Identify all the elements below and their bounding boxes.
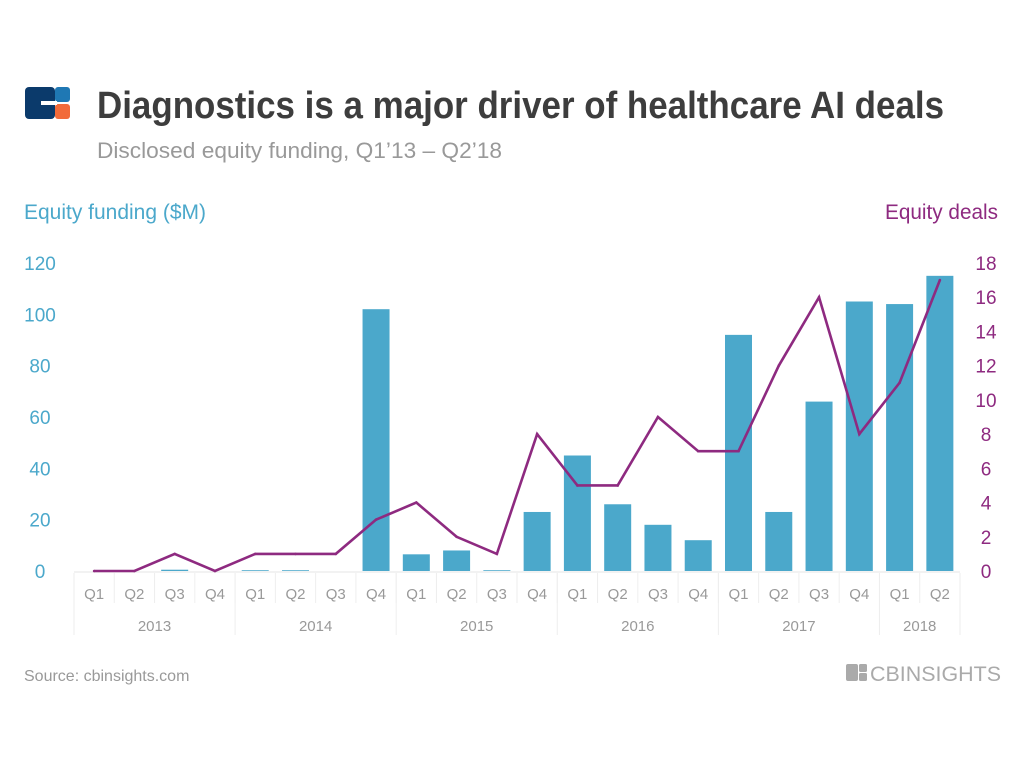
quarter-tick-label: Q1 [84, 586, 104, 603]
right-tick-label: 4 [981, 494, 992, 515]
right-tick-label: 12 [975, 357, 996, 378]
quarter-tick-label: Q1 [406, 586, 426, 603]
funding-bar [926, 275, 954, 571]
logo-text: CBINSIGHTS [870, 663, 1001, 686]
deals-point [817, 295, 821, 299]
quarter-tick-label: Q4 [205, 586, 225, 603]
funding-bar [765, 511, 793, 571]
deals-point [616, 484, 619, 487]
right-tick-label: 14 [975, 322, 997, 343]
quarter-tick-label: Q4 [366, 586, 386, 603]
quarter-tick-label: Q4 [688, 586, 708, 603]
deals-line-path [94, 279, 942, 573]
deals-point [495, 552, 499, 556]
left-axis-label: Equity funding ($M) [24, 201, 206, 224]
funding-bar [845, 301, 873, 571]
funding-bar [282, 570, 309, 571]
deals-point [294, 552, 297, 556]
axes: 0 20 40 60 80 100 120 0 2 4 6 8 10 12 14 16 18 Q1 Q2 Q3 Q4 Q1… [24, 254, 997, 635]
year-tick-label: 2016 [621, 618, 654, 635]
quarter-tick-label: Q1 [728, 586, 748, 603]
deals-point [213, 569, 217, 573]
quarter-tick-label: Q2 [124, 586, 144, 603]
quarter-tick-label: Q4 [527, 586, 547, 603]
left-tick-label: 0 [35, 562, 46, 583]
quarter-tick-label: Q1 [890, 586, 910, 603]
deals-point [576, 484, 579, 487]
deals-point [898, 381, 901, 385]
right-tick-label: 6 [981, 459, 992, 480]
quarter-tick-label: Q1 [567, 586, 587, 603]
deals-point [455, 535, 458, 539]
year-tick-label: 2014 [299, 618, 332, 635]
right-axis-label: Equity deals [885, 201, 998, 224]
funding-bar [241, 570, 269, 571]
left-tick-label: 80 [29, 357, 50, 378]
year-tick-label: 2013 [138, 618, 171, 635]
deals-point [696, 449, 700, 453]
quarter-tick-label: Q2 [769, 586, 789, 603]
quarter-tick-label: Q1 [245, 586, 265, 603]
year-tick-label: 2018 [903, 618, 936, 635]
deals-point [415, 501, 418, 504]
quarter-tick-label: Q3 [648, 586, 668, 603]
funding-bar [523, 511, 551, 571]
funding-bar [886, 304, 914, 571]
funding-bar [805, 401, 833, 571]
deals-point [253, 552, 257, 556]
deals-point [858, 432, 861, 436]
quarter-tick-label: Q2 [285, 586, 305, 603]
year-tick-label: 2015 [460, 618, 493, 635]
deals-point [938, 278, 942, 282]
funding-bar [725, 334, 752, 571]
cb-insights-logo: CBINSIGHTS [846, 663, 1001, 686]
cb-logo-mark [25, 87, 70, 119]
right-tick-label: 2 [981, 528, 992, 549]
deals-point [777, 364, 781, 367]
quarter-tick-label: Q2 [608, 586, 628, 603]
funding-bar [604, 504, 632, 571]
left-tick-label: 20 [29, 511, 50, 532]
funding-bar [483, 570, 511, 571]
funding-bar [644, 524, 672, 571]
deals-point [535, 432, 539, 436]
quarter-tick-label: Q3 [487, 586, 507, 603]
deals-point [374, 518, 378, 521]
bars [161, 275, 954, 571]
right-tick-label: 0 [981, 562, 992, 583]
source-text: Source: cbinsights.com [24, 668, 189, 685]
chart-title: Diagnostics is a major driver of healthc… [97, 85, 944, 127]
funding-bar [362, 309, 390, 571]
deals-point [92, 569, 96, 573]
funding-bar [402, 554, 430, 571]
left-tick-label: 40 [29, 459, 50, 480]
chart-subtitle: Disclosed equity funding, Q1’13 – Q2’18 [97, 138, 502, 163]
funding-bar [443, 550, 471, 571]
deals-point [173, 552, 176, 556]
quarter-tick-label: Q2 [930, 586, 950, 603]
left-tick-label: 60 [29, 408, 50, 429]
quarter-tick-label: Q3 [165, 586, 185, 603]
deals-point [334, 552, 338, 556]
quarter-tick-label: Q3 [326, 586, 346, 603]
quarter-tick-label: Q2 [447, 586, 467, 603]
deals-point [737, 449, 740, 453]
deals-point [656, 415, 660, 419]
right-tick-label: 18 [975, 254, 996, 275]
right-tick-label: 10 [975, 391, 996, 412]
funding-bar [684, 540, 712, 571]
right-tick-label: 16 [975, 288, 996, 309]
quarter-tick-label: Q4 [849, 586, 869, 603]
deals-point [133, 569, 136, 573]
funding-bar [161, 569, 189, 571]
year-tick-label: 2017 [782, 618, 815, 635]
right-tick-label: 8 [981, 425, 992, 446]
left-tick-label: 120 [24, 254, 56, 275]
left-tick-label: 100 [24, 305, 56, 326]
deals-line [92, 278, 942, 573]
quarter-tick-label: Q3 [809, 586, 829, 603]
